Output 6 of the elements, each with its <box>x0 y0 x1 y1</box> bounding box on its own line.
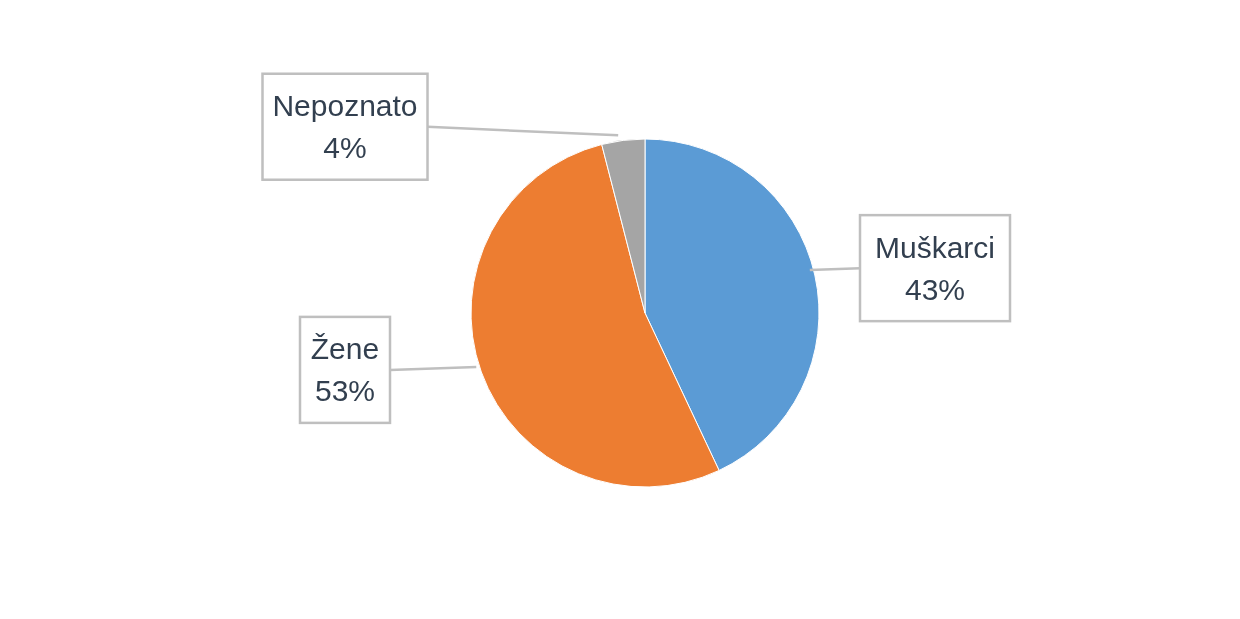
slice-label: Nepoznato <box>272 89 418 123</box>
data-label: 4% <box>323 131 367 165</box>
slice-label: Žene <box>310 332 380 366</box>
slice-label: Muškarci <box>874 230 996 264</box>
data-label: 43% <box>904 272 966 306</box>
data-label: 53% <box>314 374 376 408</box>
